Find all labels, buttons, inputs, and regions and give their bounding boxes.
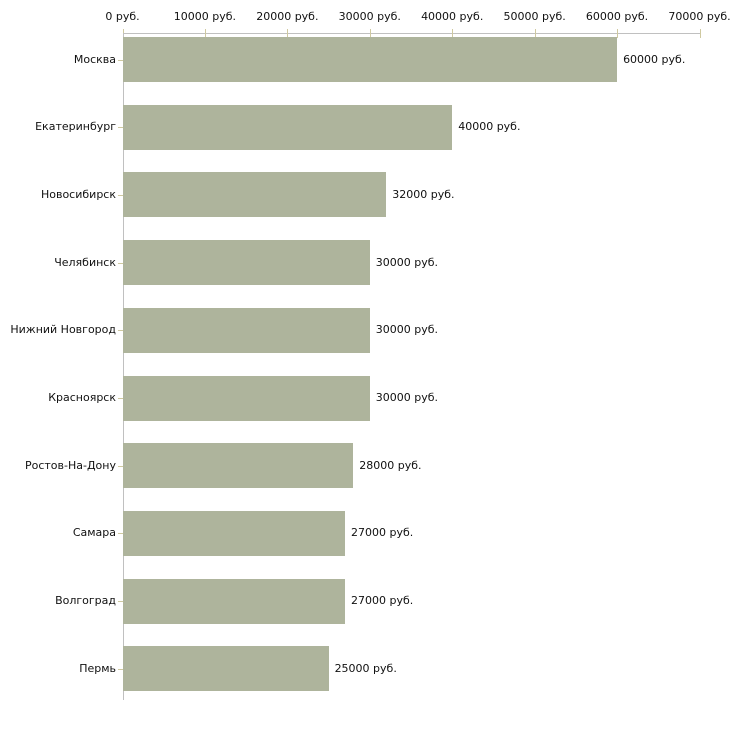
y-tick-mark <box>117 262 123 264</box>
x-tick-label: 10000 руб. <box>173 10 237 23</box>
y-axis-line <box>122 33 124 700</box>
value-label: 30000 руб. <box>375 323 439 337</box>
x-tick-mark <box>699 29 701 38</box>
category-label: Ростов-На-Дону <box>24 458 116 472</box>
x-tick-mark <box>452 29 454 38</box>
y-tick-mark <box>117 668 123 670</box>
category-label: Пермь <box>79 661 116 675</box>
x-tick-label: 50000 руб. <box>503 10 566 23</box>
x-tick-label: 40000 руб. <box>421 10 484 23</box>
y-tick-mark <box>117 194 123 196</box>
category-label: Самара <box>72 526 116 540</box>
category-label: Челябинск <box>54 255 116 269</box>
bar <box>123 172 387 218</box>
x-tick-label: 30000 руб. <box>338 10 401 23</box>
y-tick-mark <box>117 59 123 61</box>
category-label: Москва <box>73 52 116 66</box>
category-label: Новосибирск <box>40 187 116 201</box>
bar <box>123 578 346 624</box>
value-label: 27000 руб. <box>351 526 414 540</box>
bar <box>123 37 618 82</box>
value-label: 27000 руб. <box>351 594 414 608</box>
x-tick-mark <box>204 29 206 38</box>
value-label: 28000 руб. <box>359 458 422 472</box>
y-tick-mark <box>117 601 123 603</box>
x-tick-mark <box>287 29 289 38</box>
bar <box>123 104 453 150</box>
x-tick-label: 20000 руб. <box>256 10 319 23</box>
x-tick-label: 60000 руб. <box>585 10 649 23</box>
value-label: 30000 руб. <box>375 391 439 404</box>
x-tick-label: 70000 руб. <box>668 10 730 23</box>
bar <box>123 375 370 421</box>
x-axis-line <box>122 33 700 34</box>
y-tick-mark <box>117 127 123 129</box>
value-label: 32000 руб. <box>392 187 455 201</box>
category-label: Нижний Новгород <box>10 323 116 337</box>
x-tick-mark <box>617 29 619 38</box>
bar <box>123 307 370 353</box>
y-tick-mark <box>117 465 123 467</box>
x-tick-label: 0 руб. <box>105 10 140 23</box>
value-label: 40000 руб. <box>458 120 521 134</box>
bar <box>123 443 354 489</box>
y-tick-mark <box>117 330 123 332</box>
y-tick-mark <box>117 398 123 399</box>
bar <box>123 240 370 286</box>
value-label: 60000 руб. <box>623 52 686 66</box>
y-tick-mark <box>117 533 123 535</box>
bar <box>123 510 346 556</box>
category-label: Волгоград <box>55 594 116 608</box>
value-label: 25000 руб. <box>334 661 397 675</box>
x-tick-mark <box>534 29 536 38</box>
x-tick-mark <box>369 29 371 38</box>
bar <box>123 646 329 692</box>
category-label: Екатеринбург <box>35 120 116 134</box>
value-label: 30000 руб. <box>375 255 439 269</box>
category-label: Красноярск <box>48 391 116 404</box>
